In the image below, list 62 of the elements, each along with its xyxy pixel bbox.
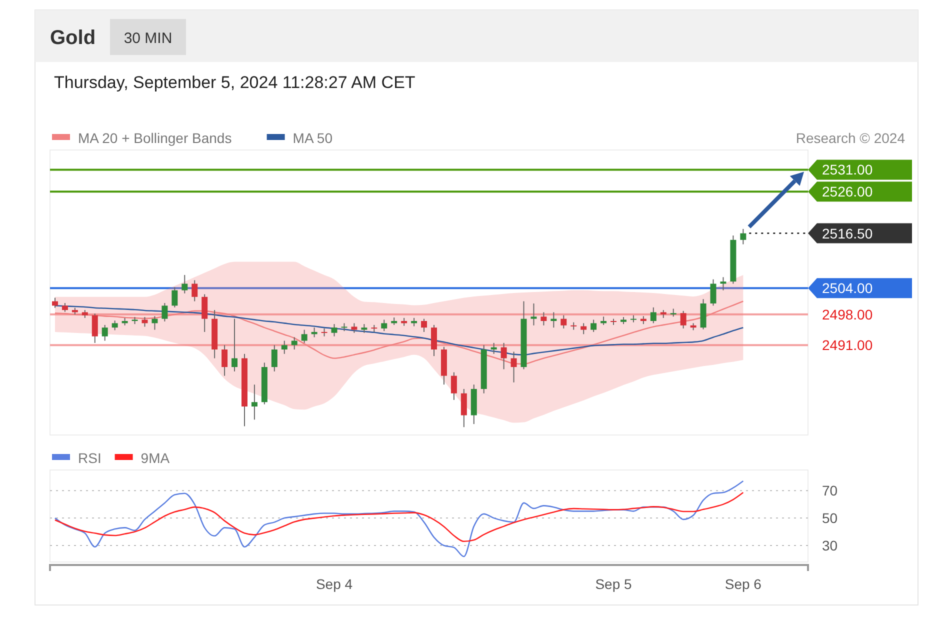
- ref-line-label: 2491.00: [822, 337, 873, 354]
- x-tick-label: Sep 5: [595, 576, 632, 592]
- candlestick: [590, 319, 597, 332]
- candlestick: [152, 316, 158, 330]
- candlestick: [172, 286, 178, 308]
- candlestick: [430, 324, 437, 357]
- candlestick: [301, 329, 308, 344]
- candlestick: [421, 318, 428, 332]
- candlestick: [112, 320, 118, 331]
- candlestick: [540, 312, 547, 326]
- legend-label: MA 20 + Bollinger Bands: [78, 130, 232, 146]
- legend-label: MA 50: [292, 130, 333, 146]
- candlestick: [311, 327, 318, 338]
- candlestick: [381, 319, 388, 332]
- candlestick: [331, 324, 338, 337]
- candlestick: [142, 316, 148, 328]
- candlestick: [530, 302, 537, 326]
- candlestick: [52, 297, 58, 308]
- candlestick: [92, 313, 98, 344]
- ref-line-label: 2516.50: [822, 225, 873, 242]
- text: 30 MIN: [124, 30, 172, 47]
- candlestick: [710, 278, 716, 306]
- candlestick: [500, 342, 507, 370]
- candlestick: [271, 344, 278, 372]
- y-tick-label: 50: [822, 510, 838, 526]
- candlestick: [510, 351, 517, 383]
- candlestick: [580, 322, 587, 335]
- candlestick: [650, 306, 656, 324]
- candlestick: [192, 280, 198, 302]
- line-series: [54, 492, 744, 542]
- candlestick: [102, 324, 108, 342]
- candlestick: [281, 340, 288, 354]
- x-tick-label: Sep 6: [724, 576, 762, 592]
- candlestick: [291, 336, 298, 350]
- ref-line-label: 2531.00: [822, 162, 873, 178]
- ref-line-label: 2498.00: [822, 306, 873, 322]
- candlestick: [680, 310, 686, 329]
- ref-line-label: 2504.00: [822, 280, 873, 296]
- legend-label: 9MA: [140, 450, 170, 466]
- y-tick-label: 30: [822, 538, 838, 554]
- line-series: [54, 480, 744, 558]
- candlestick: [182, 274, 188, 294]
- candlestick: [162, 302, 168, 322]
- x-tick-label: Sep 4: [316, 576, 353, 592]
- candlestick: [232, 318, 238, 372]
- legend-label: RSI: [78, 450, 102, 466]
- text: Research © 2024: [796, 130, 906, 146]
- candlestick: [460, 388, 467, 428]
- chart-subtitle: Thursday, September 5, 2024 11:28:27 AM CET: [54, 73, 416, 92]
- candlestick: [251, 384, 258, 420]
- candlestick: [222, 344, 228, 376]
- y-tick-label: 70: [822, 482, 838, 499]
- candlestick: [740, 228, 746, 245]
- candlestick: [560, 314, 567, 329]
- candlestick: [351, 322, 358, 334]
- candlestick: [720, 276, 726, 291]
- chart-title: Gold: [50, 27, 96, 49]
- ref-line-label: 2526.00: [822, 184, 873, 200]
- candlestick: [450, 372, 457, 400]
- candlestick: [202, 294, 208, 332]
- candlestick: [550, 312, 557, 328]
- candlestick: [490, 342, 497, 354]
